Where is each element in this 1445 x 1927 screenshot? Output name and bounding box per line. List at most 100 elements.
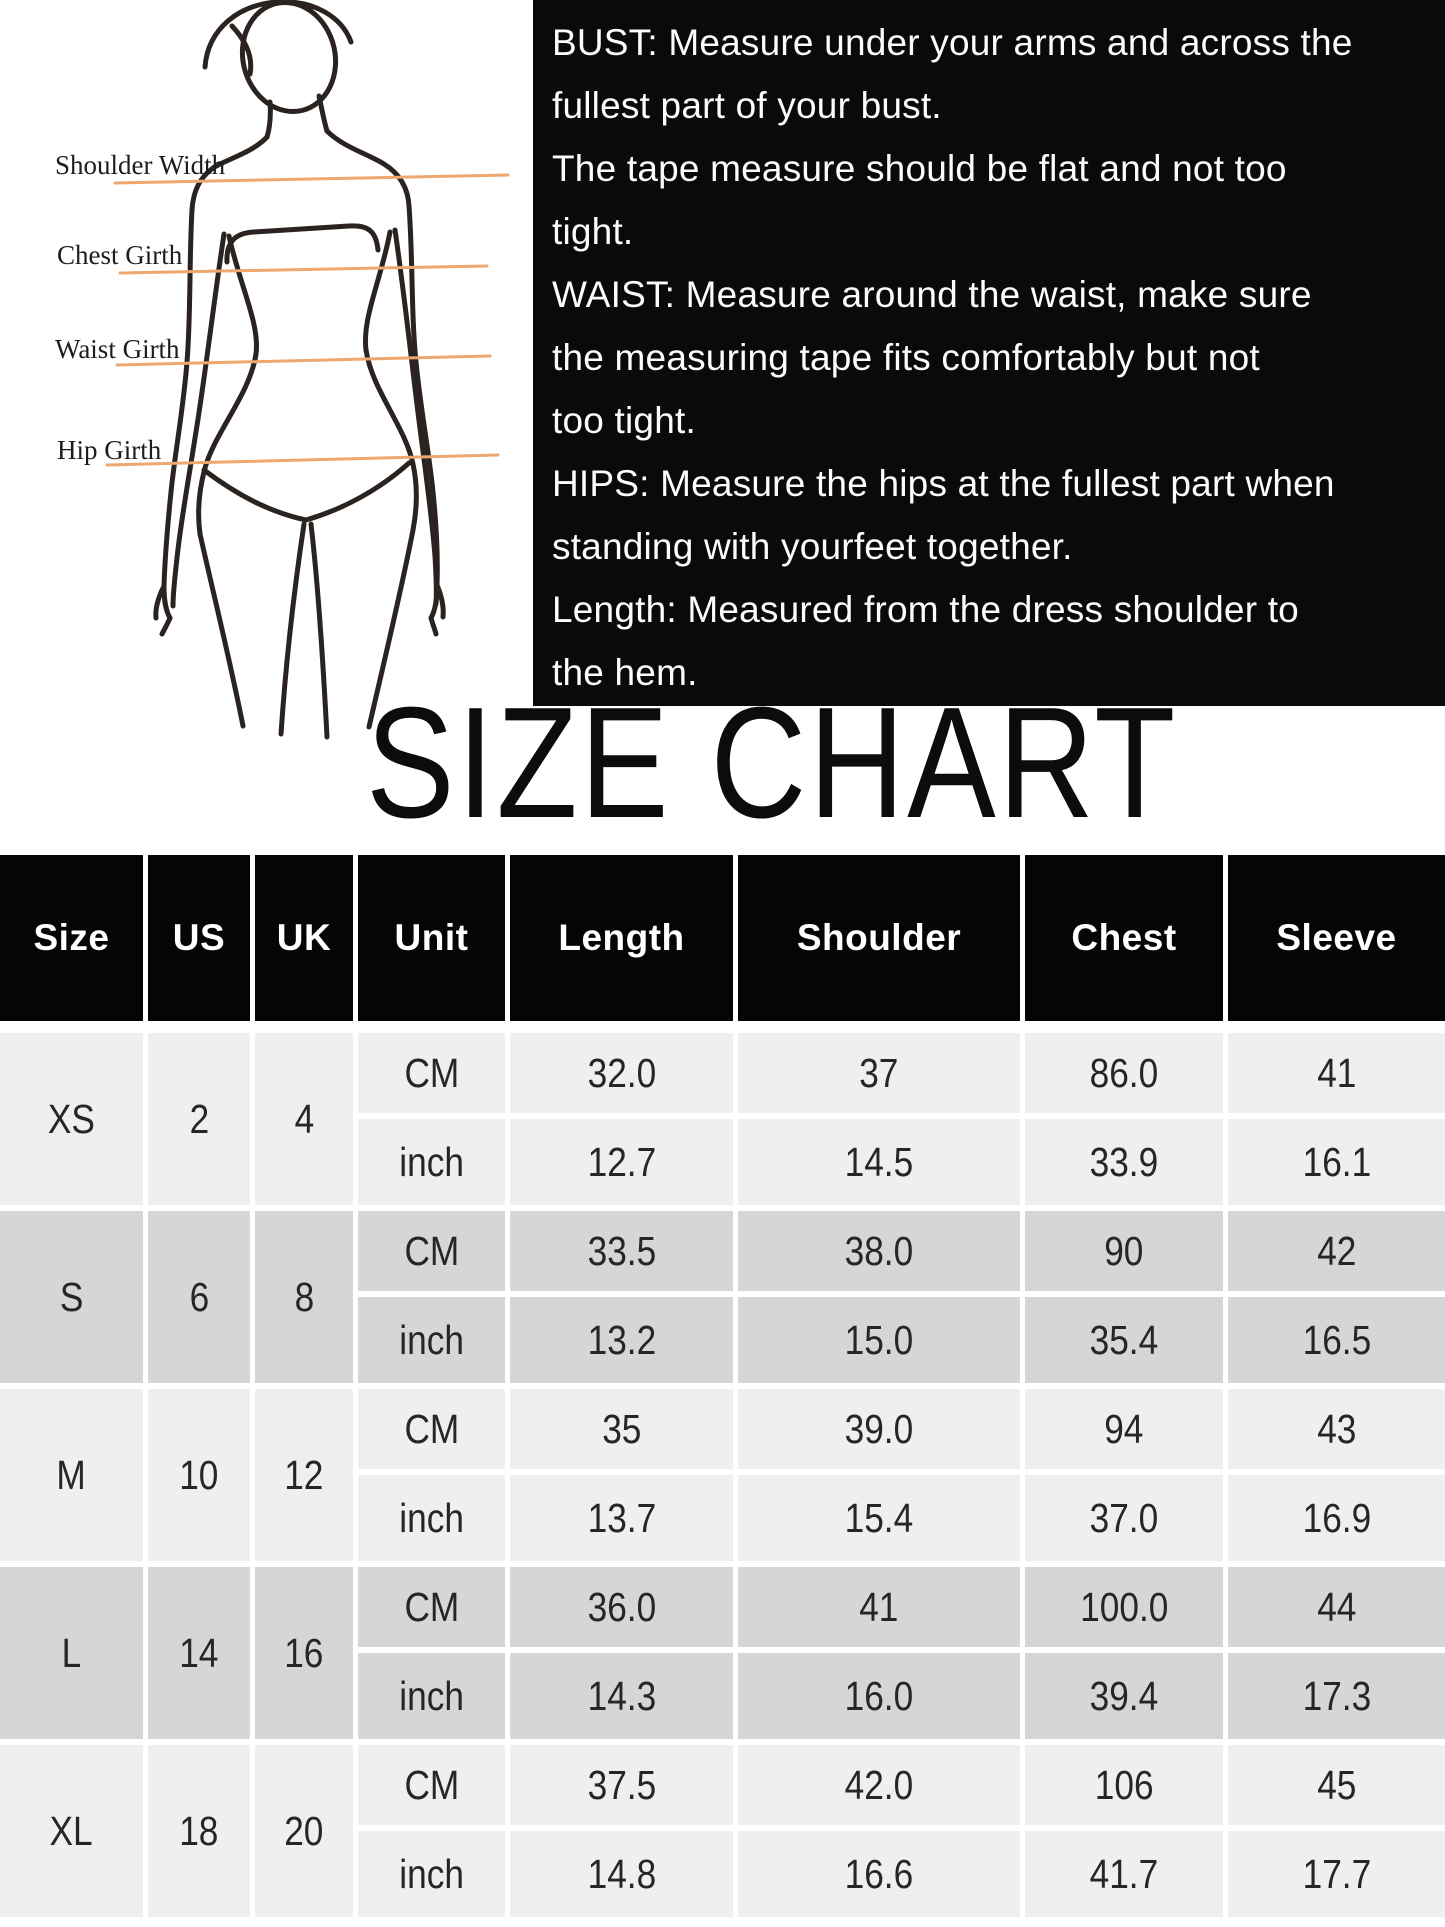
sleeve-cm-cell: 41 xyxy=(1228,1033,1445,1119)
instruction-line: standing with yourfeet together. xyxy=(552,526,1073,567)
us-size-cell: 2 xyxy=(148,1033,250,1205)
header-cell-shoulder: Shoulder xyxy=(738,855,1020,1021)
us-size-cell: 14 xyxy=(148,1567,250,1739)
size-cell: M xyxy=(0,1389,143,1561)
uk-size-cell: 4 xyxy=(255,1033,353,1205)
instruction-line: too tight. xyxy=(552,400,696,441)
chest-cm-cell: 106 xyxy=(1025,1745,1223,1831)
torso-right xyxy=(362,229,419,533)
bikini-line xyxy=(201,460,412,523)
chest-inch-cell: 39.4 xyxy=(1025,1653,1223,1739)
instruction-line: tight. xyxy=(552,211,634,252)
sleeve-cm-cell: 43 xyxy=(1228,1389,1445,1475)
instruction-line: fullest part of your bust. xyxy=(552,85,942,126)
unit-cm-cell: CM xyxy=(358,1211,505,1297)
shoulder-cm-cell: 41 xyxy=(738,1567,1020,1653)
us-size-cell: 10 xyxy=(148,1389,250,1561)
chest-girth-line xyxy=(118,264,489,275)
unit-cm-cell: CM xyxy=(358,1389,505,1475)
chest-cm-cell: 94 xyxy=(1025,1389,1223,1475)
header-cell-length: Length xyxy=(510,855,733,1021)
size-cell: L xyxy=(0,1567,143,1739)
shoulder-inch-cell: 16.0 xyxy=(738,1653,1020,1739)
shoulder-width-label: Shoulder Width xyxy=(55,150,226,180)
size-table: Size US UK Unit Length Shoulder Chest Sl… xyxy=(0,855,1445,1917)
size-cell: S xyxy=(0,1211,143,1383)
sleeve-cm-cell: 45 xyxy=(1228,1745,1445,1831)
sleeve-cm-cell: 44 xyxy=(1228,1567,1445,1653)
uk-size-cell: 20 xyxy=(255,1745,353,1917)
hip-girth-line xyxy=(105,453,500,467)
size-table-row-group: S 6 8 CM 33.5 38.0 90 42 inch 13.2 15.0 … xyxy=(0,1211,1445,1383)
header-cell-size: Size xyxy=(0,855,143,1021)
shoulder-cm-cell: 42.0 xyxy=(738,1745,1020,1831)
length-cm-cell: 32.0 xyxy=(510,1033,733,1119)
header-cell-chest: Chest xyxy=(1025,855,1223,1021)
unit-cm-cell: CM xyxy=(358,1567,505,1653)
size-table-header: Size US UK Unit Length Shoulder Chest Sl… xyxy=(0,855,1445,1027)
shoulder-cm-cell: 37 xyxy=(738,1033,1020,1119)
unit-cm-cell: CM xyxy=(358,1033,505,1119)
header-cell-us: US xyxy=(148,855,250,1021)
sleeve-inch-cell: 17.3 xyxy=(1228,1653,1445,1739)
size-cell: XL xyxy=(0,1745,143,1917)
length-inch-cell: 14.3 xyxy=(510,1653,733,1739)
size-table-row-group: L 14 16 CM 36.0 41 100.0 44 inch 14.3 16… xyxy=(0,1567,1445,1739)
size-cell: XS xyxy=(0,1033,143,1205)
instruction-line: HIPS: Measure the hips at the fullest pa… xyxy=(552,463,1335,504)
chest-inch-cell: 35.4 xyxy=(1025,1297,1223,1383)
length-cm-cell: 35 xyxy=(510,1389,733,1475)
size-table-row-group: XL 18 20 CM 37.5 42.0 106 45 inch 14.8 1… xyxy=(0,1745,1445,1917)
sleeve-inch-cell: 16.9 xyxy=(1228,1475,1445,1561)
chest-inch-cell: 37.0 xyxy=(1025,1475,1223,1561)
us-size-cell: 6 xyxy=(148,1211,250,1383)
length-cm-cell: 33.5 xyxy=(510,1211,733,1297)
uk-size-cell: 12 xyxy=(255,1389,353,1561)
instruction-line: the hem. xyxy=(552,652,698,693)
chest-cm-cell: 86.0 xyxy=(1025,1033,1223,1119)
shoulder-inch-cell: 15.4 xyxy=(738,1475,1020,1561)
uk-size-cell: 8 xyxy=(255,1211,353,1383)
unit-cm-cell: CM xyxy=(358,1745,505,1831)
instruction-line: BUST: Measure under your arms and across… xyxy=(552,22,1353,63)
length-cm-cell: 36.0 xyxy=(510,1567,733,1653)
us-size-cell: 18 xyxy=(148,1745,250,1917)
page-title: SIZE CHART xyxy=(366,675,1178,851)
torso-left xyxy=(196,233,260,537)
body-figure-drawing xyxy=(105,0,510,740)
length-inch-cell: 14.8 xyxy=(510,1831,733,1917)
header-cell-unit: Unit xyxy=(358,855,505,1021)
shoulder-cm-cell: 38.0 xyxy=(738,1211,1020,1297)
chest-inch-cell: 41.7 xyxy=(1025,1831,1223,1917)
shoulder-inch-cell: 15.0 xyxy=(738,1297,1020,1383)
uk-size-cell: 16 xyxy=(255,1567,353,1739)
hair-strand xyxy=(229,23,254,77)
unit-inch-cell: inch xyxy=(358,1119,505,1205)
size-table-body: XS 2 4 CM 32.0 37 86.0 41 inch 12.7 14.5… xyxy=(0,1033,1445,1917)
unit-inch-cell: inch xyxy=(358,1831,505,1917)
waist-girth-line xyxy=(115,354,492,367)
hair-swoosh xyxy=(202,0,354,70)
shoulder-inch-cell: 16.6 xyxy=(738,1831,1020,1917)
header-cell-uk: UK xyxy=(255,855,353,1021)
measuring-instructions-box: BUST: Measure under your arms and across… xyxy=(533,0,1445,706)
instruction-line: the measuring tape fits comfortably but … xyxy=(552,337,1260,378)
length-inch-cell: 13.2 xyxy=(510,1297,733,1383)
sleeve-cm-cell: 42 xyxy=(1228,1211,1445,1297)
strapless-top-line xyxy=(224,223,381,265)
shoulder-width-line xyxy=(113,173,510,185)
size-table-row-group: M 10 12 CM 35 39.0 94 43 inch 13.7 15.4 … xyxy=(0,1389,1445,1561)
sleeve-inch-cell: 17.7 xyxy=(1228,1831,1445,1917)
header-cell-sleeve: Sleeve xyxy=(1228,855,1445,1021)
instruction-line: Length: Measured from the dress shoulder… xyxy=(552,589,1299,630)
chest-inch-cell: 33.9 xyxy=(1025,1119,1223,1205)
unit-inch-cell: inch xyxy=(358,1475,505,1561)
chest-cm-cell: 90 xyxy=(1025,1211,1223,1297)
sleeve-inch-cell: 16.1 xyxy=(1228,1119,1445,1205)
instruction-line: The tape measure should be flat and not … xyxy=(552,148,1287,189)
unit-inch-cell: inch xyxy=(358,1297,505,1383)
waist-girth-label: Waist Girth xyxy=(55,334,180,364)
length-inch-cell: 12.7 xyxy=(510,1119,733,1205)
length-cm-cell: 37.5 xyxy=(510,1745,733,1831)
